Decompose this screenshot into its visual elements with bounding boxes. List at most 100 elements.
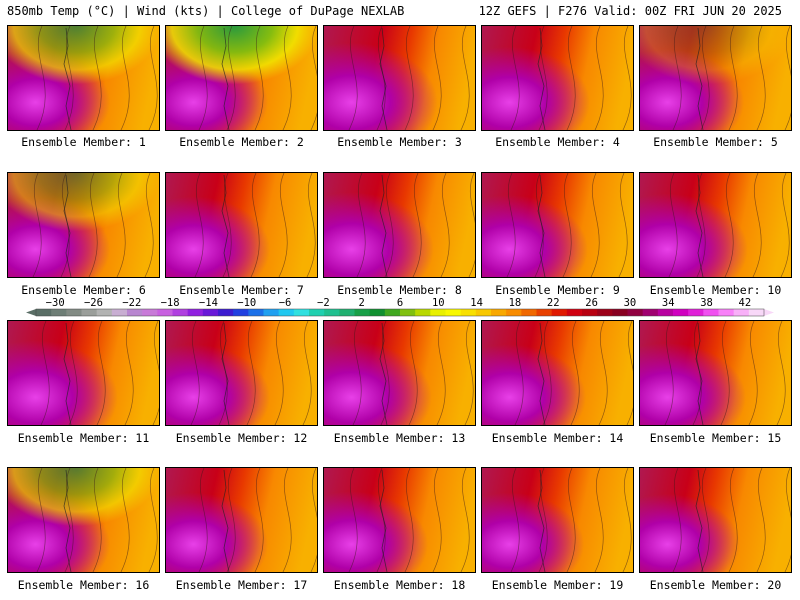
- colorbar-swatch: [430, 309, 446, 316]
- ensemble-member-label: Ensemble Member: 12: [175, 431, 308, 445]
- colorbar-swatch: [354, 309, 371, 316]
- colorbar-swatch: [66, 309, 82, 316]
- colorbar-tick-label: −22: [122, 297, 141, 309]
- colorbar-tick-label: 14: [470, 297, 483, 309]
- colorbar-swatch: [111, 309, 128, 316]
- colorbar-swatch: [218, 309, 234, 316]
- ensemble-member-map: [639, 320, 792, 426]
- ensemble-member-label: Ensemble Member: 4: [495, 135, 620, 149]
- ensemble-member-map: [7, 25, 160, 131]
- colorbar-swatch: [627, 309, 644, 316]
- ensemble-member-map: [481, 25, 634, 131]
- colorbar-swatch: [415, 309, 431, 316]
- colorbar-swatch: [506, 309, 522, 316]
- colorbar-tick-label: 38: [700, 297, 713, 309]
- colorbar-tick-label: −2: [317, 297, 330, 309]
- ensemble-member-map: [639, 25, 792, 131]
- ensemble-member-label: Ensemble Member: 10: [649, 283, 782, 297]
- colorbar-tick-label: 30: [624, 297, 637, 309]
- colorbar-swatch: [278, 309, 295, 316]
- ensemble-member-label: Ensemble Member: 1: [21, 135, 146, 149]
- colorbar-tick-label: −30: [46, 297, 65, 309]
- ensemble-member-map: [165, 25, 318, 131]
- colorbar-swatch: [491, 309, 507, 316]
- colorbar-tick-label: 2: [359, 297, 365, 309]
- colorbar-tick-label: 6: [397, 297, 403, 309]
- ensemble-member-map: [7, 172, 160, 278]
- ensemble-member-label: Ensemble Member: 16: [17, 578, 150, 592]
- colorbar-swatch: [551, 309, 568, 316]
- colorbar-tick-label: −10: [237, 297, 256, 309]
- colorbar-swatch: [657, 309, 674, 316]
- ensemble-member-map: [323, 467, 476, 573]
- colorbar-swatch: [445, 309, 462, 316]
- colorbar-swatch: [233, 309, 249, 316]
- colorbar-swatch: [339, 309, 355, 316]
- colorbar-swatch: [536, 309, 553, 316]
- ensemble-member-map: [323, 320, 476, 426]
- ensemble-member-map: [7, 320, 160, 426]
- ensemble-member-label: Ensemble Member: 6: [21, 283, 146, 297]
- colorbar-swatch: [51, 309, 67, 316]
- colorbar-swatch: [263, 309, 280, 316]
- ensemble-member-label: Ensemble Member: 17: [175, 578, 308, 592]
- colorbar-swatch: [369, 309, 386, 316]
- ensemble-member-map: [165, 172, 318, 278]
- colorbar-tick-label: 42: [739, 297, 752, 309]
- ensemble-member-map: [7, 467, 160, 573]
- ensemble-member-map: [323, 25, 476, 131]
- ensemble-member-label: Ensemble Member: 14: [491, 431, 624, 445]
- colorbar-tick-label: −6: [279, 297, 292, 309]
- colorbar-swatch: [400, 309, 416, 316]
- colorbar-tick-label: −26: [84, 297, 103, 309]
- ensemble-member-map: [639, 172, 792, 278]
- colorbar-low-arrow: [26, 309, 36, 316]
- colorbar-swatch: [324, 309, 340, 316]
- ensemble-member-label: Ensemble Member: 20: [649, 578, 782, 592]
- ensemble-member-label: Ensemble Member: 19: [491, 578, 624, 592]
- colorbar-swatch: [384, 309, 401, 316]
- ensemble-member-label: Ensemble Member: 18: [333, 578, 466, 592]
- colorbar-tick-label: 22: [547, 297, 560, 309]
- colorbar-tick-label: −18: [161, 297, 180, 309]
- colorbar-swatch: [96, 309, 113, 316]
- ensemble-member-map: [165, 467, 318, 573]
- colorbar-swatch: [172, 309, 189, 316]
- ensemble-member-label: Ensemble Member: 5: [653, 135, 778, 149]
- colorbar-swatch: [309, 309, 325, 316]
- colorbar-tick-label: −14: [199, 297, 218, 309]
- ensemble-member-label: Ensemble Member: 9: [495, 283, 620, 297]
- colorbar-swatch: [187, 309, 204, 316]
- colorbar-swatch: [733, 309, 750, 316]
- ensemble-member-label: Ensemble Member: 11: [17, 431, 150, 445]
- colorbar-high-arrow: [764, 309, 774, 316]
- colorbar-swatch: [248, 309, 264, 316]
- colorbar-swatch: [202, 309, 219, 316]
- colorbar-swatch: [688, 309, 704, 316]
- colorbar-swatch: [748, 309, 765, 316]
- colorbar-swatch: [475, 309, 492, 316]
- colorbar-swatch: [718, 309, 735, 316]
- ensemble-member-label: Ensemble Member: 15: [649, 431, 782, 445]
- colorbar-tick-label: 34: [662, 297, 675, 309]
- colorbar-swatch: [127, 309, 143, 316]
- map-title: 850mb Temp (°C) | Wind (kts) | College o…: [7, 4, 405, 18]
- ensemble-member-map: [639, 467, 792, 573]
- colorbar-swatch: [460, 309, 477, 316]
- model-valid-time: 12Z GEFS | F276 Valid: 00Z FRI JUN 20 20…: [478, 4, 782, 18]
- colorbar-tick-label: 26: [585, 297, 598, 309]
- colorbar-tick-label: 18: [509, 297, 522, 309]
- ensemble-member-map: [323, 172, 476, 278]
- colorbar-swatch: [36, 309, 52, 316]
- ensemble-member-map: [481, 320, 634, 426]
- colorbar-swatch: [81, 309, 98, 316]
- ensemble-member-label: Ensemble Member: 7: [179, 283, 304, 297]
- colorbar-swatch: [142, 309, 158, 316]
- ensemble-member-label: Ensemble Member: 8: [337, 283, 462, 297]
- ensemble-member-label: Ensemble Member: 2: [179, 135, 304, 149]
- colorbar-tick-label: 10: [432, 297, 445, 309]
- colorbar-swatch: [703, 309, 719, 316]
- colorbar-swatch: [673, 309, 689, 316]
- ensemble-member-map: [165, 320, 318, 426]
- colorbar-swatch: [642, 309, 659, 316]
